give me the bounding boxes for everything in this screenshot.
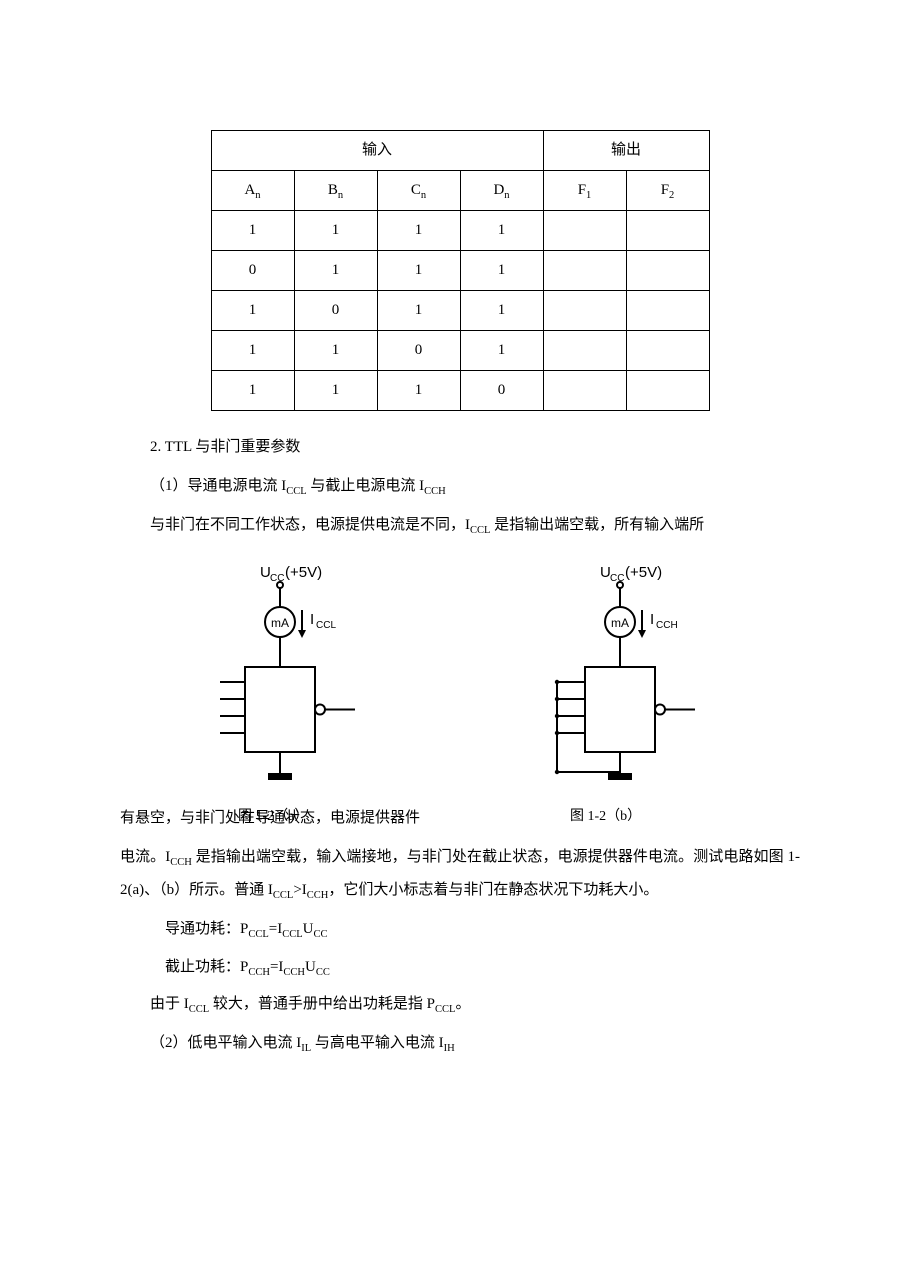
body-para-3: 由于 ICCL 较大，普通手册中给出功耗是指 PCCL。 [120,988,800,1021]
table-row: 1111 [211,211,709,251]
section-2-title: 2. TTL 与非门重要参数 [120,431,800,464]
svg-text:I: I [650,611,654,628]
figure-b-caption: 图 1-2（b） [570,802,641,833]
svg-text:CCH: CCH [656,620,678,631]
svg-text:CCL: CCL [316,620,336,631]
table-row: 1011 [211,291,709,331]
overlap-line: 图 1-2（a） 图 1-2（b） 有悬空，与非门处在导通状态，电源提供器件 [120,802,800,835]
circuit-icch-icon: UCC(+5V)mAICCH [530,562,730,792]
svg-text:mA: mA [271,616,289,630]
col-c: Cn [377,171,460,211]
col-a: An [211,171,294,211]
figure-1-2a: UCC(+5V)mAICCL [190,562,390,792]
figure-1-2b: UCC(+5V)mAICCH [530,562,730,792]
figure-a-caption: 图 1-2（a） [238,802,308,833]
table-row: 1110 [211,371,709,411]
output-group-header: 输出 [543,131,709,171]
svg-text:(+5V): (+5V) [625,564,662,581]
param-2-heading: （2）低电平输入电流 IIL 与高电平输入电流 IIH [120,1027,800,1060]
formula-pcch: 截止功耗：PCCH=ICCHUCC [165,951,800,984]
body-para-2: 电流。ICCH 是指输出端空载，输入端接地，与非门处在截止状态，电源提供器件电流… [120,841,800,907]
svg-text:(+5V): (+5V) [285,564,322,581]
formula-pccl: 导通功耗：PCCL=ICCLUCC [165,913,800,946]
svg-text:mA: mA [611,616,629,630]
body-para-1: 与非门在不同工作状态，电源提供电流是不同，ICCL 是指输出端空载，所有输入端所 [120,509,800,542]
col-f1: F1 [543,171,626,211]
figures-row: UCC(+5V)mAICCL UCC(+5V)mAICCH [120,562,800,792]
table-row: 0111 [211,251,709,291]
svg-text:I: I [310,611,314,628]
col-b: Bn [294,171,377,211]
circuit-iccl-icon: UCC(+5V)mAICCL [190,562,390,792]
table-row: 1101 [211,331,709,371]
col-f2: F2 [626,171,709,211]
truth-table: 输入 输出 An Bn Cn Dn F1 F2 1111 0111 1011 1… [211,130,710,411]
param-1-heading: （1）导通电源电流 ICCL 与截止电源电流 ICCH [120,470,800,503]
input-group-header: 输入 [211,131,543,171]
col-d: Dn [460,171,543,211]
